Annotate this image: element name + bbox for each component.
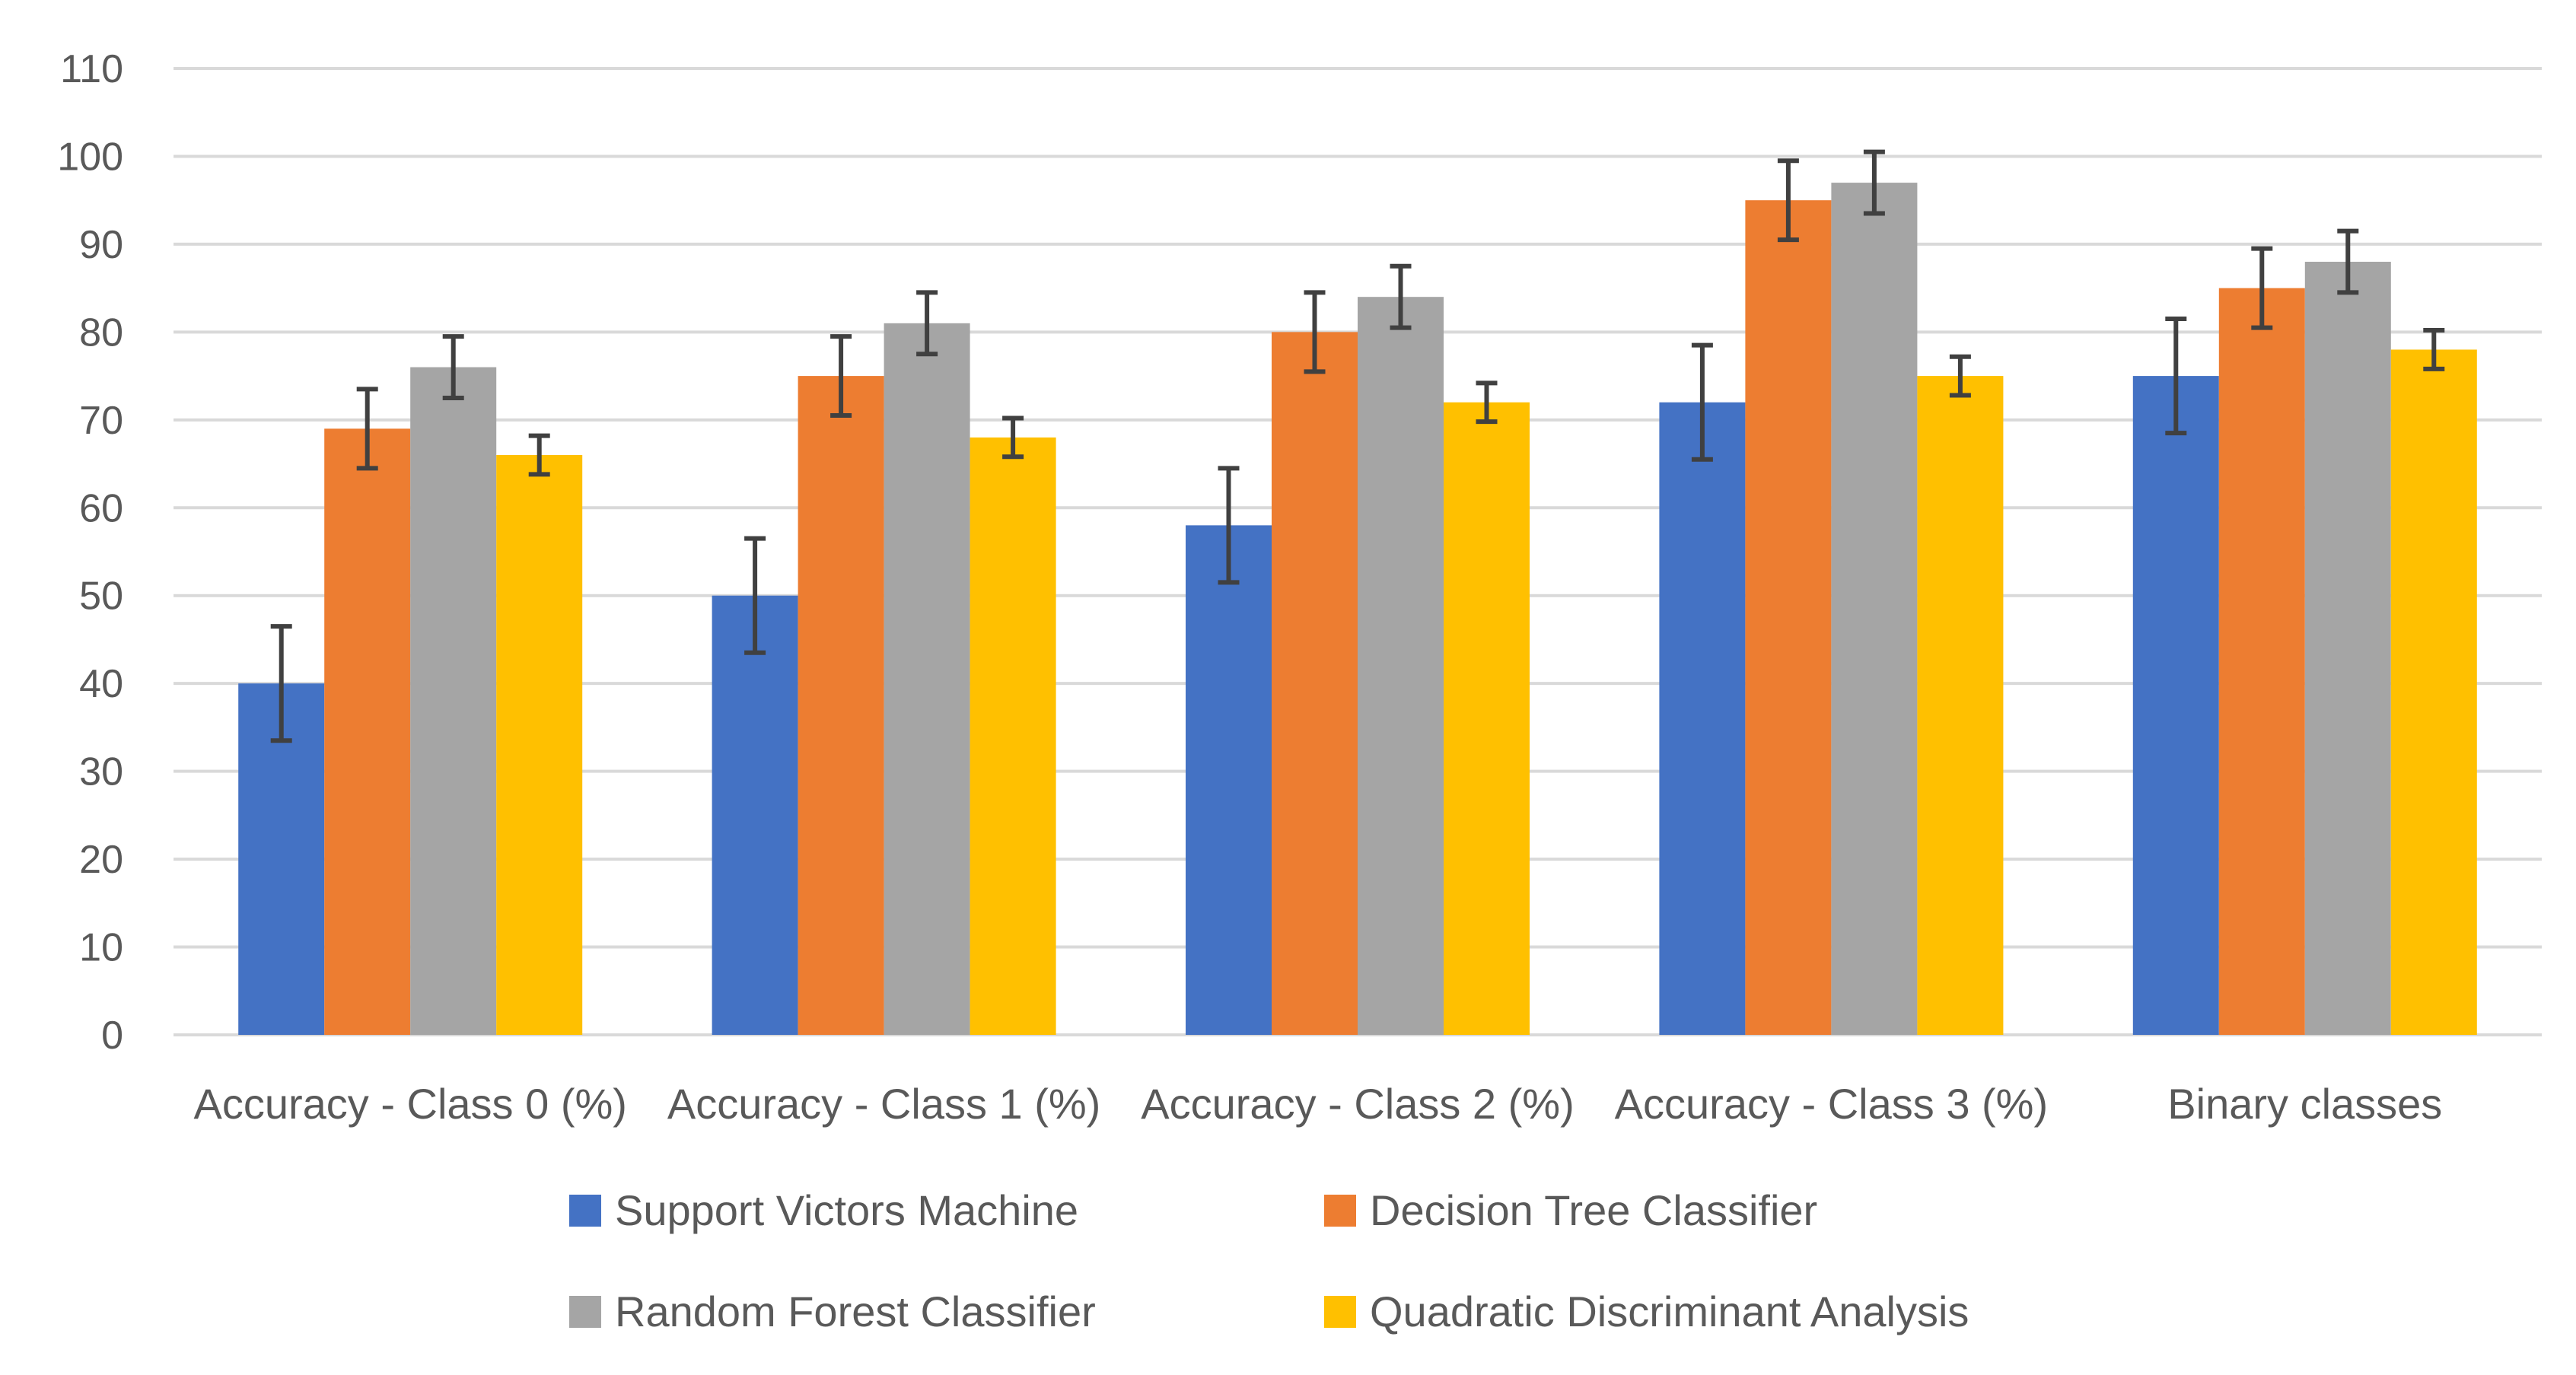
legend-swatch xyxy=(569,1195,601,1227)
bar-4-2 xyxy=(2304,262,2391,1035)
y-tick-label: 20 xyxy=(79,838,123,882)
x-axis-categories: Accuracy - Class 0 (%) Accuracy - Class 1… xyxy=(193,1080,2442,1128)
y-tick-label: 30 xyxy=(79,750,123,794)
legend-label: Support Victors Machine xyxy=(615,1186,1078,1234)
bar-1-3 xyxy=(970,437,1056,1035)
legend-swatch xyxy=(569,1296,601,1328)
x-category-label: Accuracy - Class 0 (%) xyxy=(193,1080,626,1128)
bar-4-0 xyxy=(2132,376,2219,1035)
bar-2-3 xyxy=(1444,402,1530,1035)
bar-1-0 xyxy=(712,595,798,1035)
x-category-label: Accuracy - Class 2 (%) xyxy=(1141,1080,1574,1128)
bar-4-3 xyxy=(2390,349,2477,1035)
legend-label: Quadratic Discriminant Analysis xyxy=(1370,1287,1969,1335)
y-tick-label: 110 xyxy=(60,47,123,91)
legend-item: Support Victors Machine xyxy=(569,1186,1078,1234)
bar-1-1 xyxy=(798,376,884,1035)
legend-item: Random Forest Classifier xyxy=(569,1287,1096,1335)
y-tick-label: 90 xyxy=(79,223,123,267)
bar-2-1 xyxy=(1272,332,1358,1035)
bar-3-3 xyxy=(1917,376,2004,1035)
y-tick-label: 40 xyxy=(79,662,123,706)
y-tick-label: 70 xyxy=(79,399,123,443)
legend-item: Quadratic Discriminant Analysis xyxy=(1324,1287,1969,1335)
y-axis-ticks: 0 10 20 30 40 50 60 70 80 90 100 110 xyxy=(57,47,123,1058)
legend-swatch xyxy=(1324,1296,1356,1328)
bar-3-1 xyxy=(1745,200,1832,1035)
bar-0-3 xyxy=(496,455,583,1035)
bar-1-2 xyxy=(884,323,970,1035)
legend: Support Victors Machine Decision Tree Cla… xyxy=(569,1186,1969,1335)
legend-item: Decision Tree Classifier xyxy=(1324,1186,1817,1234)
legend-label: Decision Tree Classifier xyxy=(1370,1186,1817,1234)
bars xyxy=(238,183,2477,1036)
bar-0-1 xyxy=(324,428,411,1035)
bar-4-1 xyxy=(2218,288,2305,1035)
bar-2-0 xyxy=(1186,525,1272,1035)
bar-2-2 xyxy=(1358,297,1444,1035)
legend-swatch xyxy=(1324,1195,1356,1227)
bar-0-2 xyxy=(410,367,497,1036)
bar-3-2 xyxy=(1831,183,1918,1035)
error-bars xyxy=(270,149,2445,743)
x-category-label: Accuracy - Class 1 (%) xyxy=(667,1080,1100,1128)
y-tick-label: 50 xyxy=(79,575,123,619)
y-tick-label: 10 xyxy=(79,926,123,970)
legend-label: Random Forest Classifier xyxy=(615,1287,1096,1335)
y-tick-label: 100 xyxy=(57,135,123,179)
y-tick-label: 0 xyxy=(101,1014,123,1058)
y-tick-label: 80 xyxy=(79,310,123,355)
x-category-label: Accuracy - Class 3 (%) xyxy=(1615,1080,2048,1128)
y-tick-label: 60 xyxy=(79,486,123,530)
bar-3-0 xyxy=(1659,402,1746,1035)
x-category-label: Binary classes xyxy=(2167,1080,2442,1128)
